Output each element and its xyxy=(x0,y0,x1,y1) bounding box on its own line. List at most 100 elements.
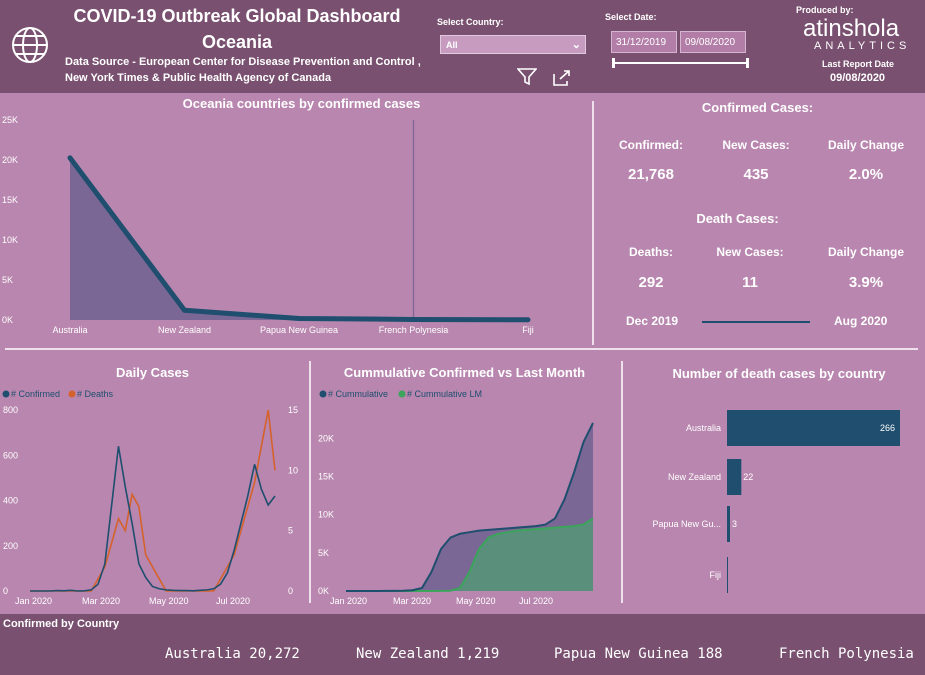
ticker-item: New Zealand 1,219 xyxy=(356,646,500,662)
bar-value-label: 22 xyxy=(743,472,753,482)
y-tick-label-left: 800 xyxy=(3,405,18,415)
countries-chart-title: Oceania countries by confirmed cases xyxy=(182,96,421,111)
produced-by-label: Produced by: xyxy=(796,5,854,15)
date-range-slider[interactable] xyxy=(612,58,749,68)
bar-value-label: 266 xyxy=(880,423,895,433)
data-point xyxy=(182,307,187,313)
y-tick-label: 25K xyxy=(2,115,18,125)
dashboard-subtitle: Oceania xyxy=(201,32,273,52)
daily-change-value: 2.0% xyxy=(848,166,884,183)
series-line-deaths xyxy=(30,409,276,592)
date-to-input[interactable]: 09/08/2020 xyxy=(680,31,746,53)
ticker-item: Australia 20,272 xyxy=(165,646,300,662)
y-tick-label: 10K xyxy=(318,510,334,520)
deaths-chart-title: Number of death cases by country xyxy=(672,366,886,381)
y-tick-label-left: 600 xyxy=(3,450,18,460)
x-tick-label: Jul 2020 xyxy=(216,596,250,606)
y-tick-label: 15K xyxy=(2,195,18,205)
legend-marker-deaths xyxy=(68,390,76,398)
death-heading: Death Cases: xyxy=(696,211,779,226)
y-tick-label: 0K xyxy=(318,586,329,596)
range-line xyxy=(702,321,810,323)
bar-category-label: Papua New Gu... xyxy=(652,519,721,529)
daily-change-label: Daily Change xyxy=(827,138,905,152)
y-tick-label-right: 10 xyxy=(288,465,298,475)
date-select-label: Select Date: xyxy=(605,12,657,22)
legend-marker-confirmed xyxy=(2,390,10,398)
panel-dividers xyxy=(5,101,918,603)
x-tick-label: Australia xyxy=(52,325,87,335)
area-fill xyxy=(70,157,528,320)
y-tick-label-left: 0 xyxy=(3,586,8,596)
series-line-cumulative xyxy=(346,422,594,592)
x-tick-label: Mar 2020 xyxy=(82,596,120,606)
x-tick-label: Fiji xyxy=(522,325,534,335)
y-tick-label: 0K xyxy=(2,315,13,325)
x-tick-label: New Zealand xyxy=(158,325,211,335)
legend-label-cumulative: # Cummulative xyxy=(328,389,388,399)
bar xyxy=(727,459,742,495)
dashboard-title: COVID-19 Outbreak Global Dashboard xyxy=(73,6,401,26)
bar-category-label: Fiji xyxy=(710,570,722,580)
deaths-by-country-chart: Australia 266 New Zealand 22 Papua New Gu...… xyxy=(652,410,900,593)
series-line-confirmed xyxy=(30,446,276,592)
data-source-line1: Data Source - European Center for Diseas… xyxy=(65,56,421,68)
confirmed-heading: Confirmed Cases: xyxy=(701,100,814,115)
bar-category-label: Australia xyxy=(686,423,721,433)
x-tick-label: Jan 2020 xyxy=(330,596,367,606)
data-point xyxy=(525,317,531,323)
data-point xyxy=(296,315,302,321)
bar-value-label: 3 xyxy=(732,519,737,529)
y-tick-label: 5K xyxy=(318,548,329,558)
globe-icon xyxy=(12,27,48,63)
deaths-label: Deaths: xyxy=(628,245,673,259)
data-source-line2: New York Times & Public Health Agency of… xyxy=(65,72,332,84)
bar xyxy=(727,557,728,593)
x-tick-label: Mar 2020 xyxy=(393,596,431,606)
x-tick-label: May 2020 xyxy=(456,596,496,606)
data-point xyxy=(411,316,416,322)
death-daily-change-label: Daily Change xyxy=(827,245,905,259)
y-tick-label-right: 5 xyxy=(288,526,293,536)
legend-label-cumulative-lm: # Cummulative LM xyxy=(407,389,482,399)
data-point xyxy=(67,155,73,161)
confirmed-label: Confirmed: xyxy=(619,138,683,152)
date-from-input[interactable]: 31/12/2019 xyxy=(611,31,677,53)
death-new-cases-label: New Cases: xyxy=(716,245,784,259)
y-tick-label-left: 400 xyxy=(3,496,18,506)
chevron-down-icon: ⌄ xyxy=(571,39,581,51)
filter-icon[interactable] xyxy=(517,68,537,86)
new-cases-value: 435 xyxy=(743,166,769,183)
country-select-label: Select Country: xyxy=(437,17,504,27)
legend-marker-cumulative xyxy=(319,390,327,398)
ticker-bar xyxy=(0,614,925,675)
x-tick-label: Jul 2020 xyxy=(519,596,553,606)
y-tick-label: 20K xyxy=(2,155,18,165)
daily-cases-chart: # Confirmed # Deaths 0 200 400 600 800 0 5 10 15 Ja… xyxy=(2,389,298,606)
legend-marker-cumulative-lm xyxy=(398,390,406,398)
area-fill-cumulative-lm xyxy=(346,518,593,591)
x-tick-label: French Polynesia xyxy=(379,325,449,335)
last-report-date: 09/08/2020 xyxy=(830,72,886,84)
ticker-title: Confirmed by Country xyxy=(3,618,120,630)
country-dropdown[interactable]: All ⌄ xyxy=(440,35,586,54)
x-tick-label: Papua New Guinea xyxy=(260,325,338,335)
y-tick-label: 10K xyxy=(2,235,18,245)
focus-mode-icon[interactable] xyxy=(553,70,571,86)
death-new-cases-value: 11 xyxy=(742,274,758,291)
y-tick-label: 5K xyxy=(2,275,13,285)
ticker-item: Papua New Guinea 188 xyxy=(554,646,723,662)
y-tick-label-left: 200 xyxy=(3,541,18,551)
range-end-label: Aug 2020 xyxy=(834,314,888,328)
brand-logo-subtext: ANALYTICS xyxy=(814,40,911,52)
range-start-label: Dec 2019 xyxy=(626,314,679,328)
confirmed-value: 21,768 xyxy=(628,166,674,183)
country-dropdown-value: All xyxy=(446,40,458,50)
cumulative-chart-title: Cummulative Confirmed vs Last Month xyxy=(343,365,586,380)
last-report-label: Last Report Date xyxy=(822,59,895,69)
y-tick-label-right: 15 xyxy=(288,405,298,415)
bar xyxy=(727,506,730,542)
y-tick-label-right: 0 xyxy=(288,586,293,596)
countries-confirmed-chart: 0K 5K 10K 15K 20K 25K Australia New Zealand Papu… xyxy=(2,115,534,335)
bar xyxy=(727,410,900,446)
